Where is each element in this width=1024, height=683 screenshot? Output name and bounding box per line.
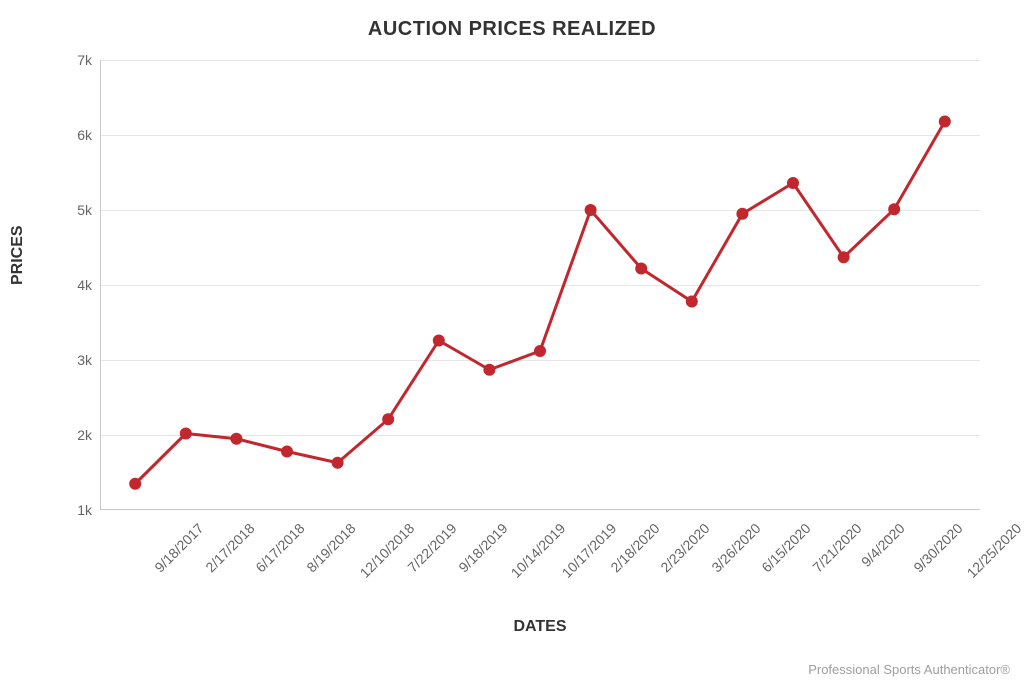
- data-point[interactable]: [129, 478, 141, 490]
- x-tick-label: 10/14/2019: [508, 520, 569, 581]
- x-tick-label: 3/26/2020: [708, 520, 763, 575]
- plot-area: [100, 60, 980, 510]
- x-tick-label: 7/21/2020: [809, 520, 864, 575]
- x-tick-label: 6/15/2020: [759, 520, 814, 575]
- data-point[interactable]: [635, 263, 647, 275]
- x-tick-label: 6/17/2018: [253, 520, 308, 575]
- data-point[interactable]: [736, 208, 748, 220]
- data-point[interactable]: [838, 251, 850, 263]
- series-line: [135, 122, 945, 484]
- x-tick-label: 2/23/2020: [657, 520, 712, 575]
- data-point[interactable]: [180, 428, 192, 440]
- data-point[interactable]: [433, 335, 445, 347]
- data-point[interactable]: [686, 296, 698, 308]
- x-tick-label: 9/30/2020: [910, 520, 965, 575]
- y-tick-label: 1k: [60, 502, 92, 518]
- x-tick-label: 9/18/2017: [151, 520, 206, 575]
- line-series: [100, 60, 980, 510]
- x-tick-label: 9/18/2019: [455, 520, 510, 575]
- x-tick-label: 12/25/2020: [963, 520, 1024, 581]
- data-point[interactable]: [332, 457, 344, 469]
- x-tick-label: 9/4/2020: [858, 520, 908, 570]
- chart-container: AUCTION PRICES REALIZED 1k 2k 3k 4k 5k 6k 7k 9…: [0, 0, 1024, 683]
- y-tick-label: 3k: [60, 352, 92, 368]
- x-tick-label: 10/17/2019: [559, 520, 620, 581]
- x-axis-label: DATES: [513, 618, 566, 636]
- y-tick-label: 5k: [60, 202, 92, 218]
- data-point[interactable]: [585, 204, 597, 216]
- x-tick-label: 8/19/2018: [303, 520, 358, 575]
- data-point[interactable]: [483, 364, 495, 376]
- data-point[interactable]: [888, 203, 900, 215]
- data-point[interactable]: [230, 433, 242, 445]
- data-point[interactable]: [534, 345, 546, 357]
- data-point[interactable]: [382, 413, 394, 425]
- y-tick-label: 6k: [60, 127, 92, 143]
- data-point[interactable]: [939, 116, 951, 128]
- credit-text: Professional Sports Authenticator®: [808, 662, 1010, 677]
- data-point[interactable]: [281, 446, 293, 458]
- chart-title: AUCTION PRICES REALIZED: [0, 18, 1024, 41]
- x-tick-label: 12/10/2018: [356, 520, 417, 581]
- y-tick-label: 2k: [60, 427, 92, 443]
- y-tick-label: 4k: [60, 277, 92, 293]
- x-tick-label: 2/17/2018: [202, 520, 257, 575]
- y-tick-label: 7k: [60, 52, 92, 68]
- data-point[interactable]: [787, 177, 799, 189]
